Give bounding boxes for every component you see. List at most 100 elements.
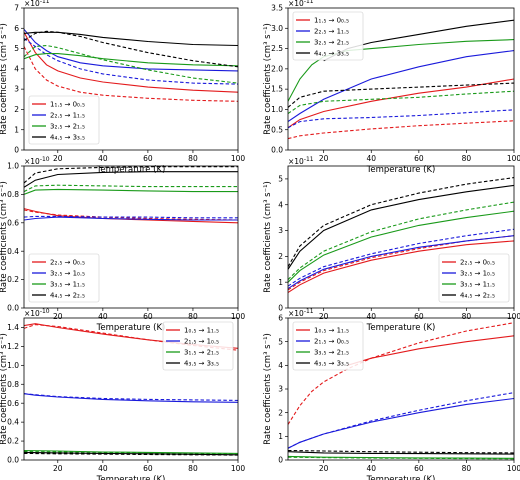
y-tick-label: 5 bbox=[278, 337, 283, 346]
x-tick-label: 40 bbox=[366, 154, 376, 163]
series-line-1-dashed bbox=[24, 324, 238, 351]
x-axis-label: Temperature (K) bbox=[366, 165, 436, 175]
legend-entry: 2₁.₅ → 0₀.₅ bbox=[314, 338, 349, 346]
axis-scale-label: ×10-11 bbox=[288, 0, 314, 8]
y-tick-label: 4 bbox=[14, 64, 19, 73]
legend-box bbox=[438, 253, 510, 303]
axis-scale-exponent: -11 bbox=[40, 0, 50, 5]
legend: 2₂.₅ → 0₀.₅ 3₂.₅ → 1₀.₅ 3₃.₅ → 1₁.₅ 4₄.₅ → … bbox=[28, 253, 100, 303]
y-tick-label: 0.4 bbox=[7, 247, 19, 256]
x-tick-label: 100 bbox=[231, 464, 246, 473]
series-line-2-dashed bbox=[24, 37, 238, 85]
series-line-4-dashed bbox=[288, 177, 514, 267]
legend-entry: 3₂.₅ → 1₀.₅ bbox=[460, 270, 495, 278]
x-tick-label: 60 bbox=[414, 464, 424, 473]
series-line-3-dashed bbox=[24, 184, 238, 193]
x-tick-label: 80 bbox=[462, 464, 472, 473]
y-tick-label: 6 bbox=[14, 24, 19, 33]
legend-entry: 4₄.₅ → 2₂.₅ bbox=[50, 292, 85, 300]
series-line-4-dashed bbox=[24, 166, 238, 184]
series-line-3-dashed bbox=[288, 201, 514, 280]
series-line-4-solid bbox=[24, 171, 238, 188]
axis-scale-label: ×10-10 bbox=[24, 308, 50, 318]
legend-box bbox=[162, 321, 234, 371]
chart-panel-6: 20 40 60 80 100 0 1 2 3 4 5 6 ×10-11 Temperature (K) R… bbox=[263, 308, 520, 480]
y-tick-label: 0.5 bbox=[271, 125, 283, 134]
y-tick-label: 2 bbox=[14, 105, 19, 114]
x-tick-label: 20 bbox=[53, 464, 63, 473]
legend-entry: 3₃.₅ → 2₁.₅ bbox=[314, 349, 349, 357]
legend-entry: 4₄.₅ → 3₃.₅ bbox=[50, 134, 85, 142]
series-line-4-dashed bbox=[288, 82, 514, 108]
plot-frame bbox=[287, 165, 515, 309]
series-line-1-solid bbox=[288, 240, 514, 293]
legend-entry: 2₂.₅ → 1₁.₅ bbox=[314, 28, 349, 36]
x-tick-label: 60 bbox=[143, 312, 153, 321]
legend: 1₁.₅ → 0₀.₅ 2₂.₅ → 1₁.₅ 3₂.₅ → 2₁.₅ 4₄.₅ → … bbox=[292, 11, 364, 61]
y-tick-label: 0.2 bbox=[7, 437, 19, 446]
y-tick-label: 1.0 bbox=[271, 105, 283, 114]
y-tick-label: 0.8 bbox=[7, 380, 19, 389]
y-tick-label: 3.5 bbox=[271, 4, 283, 13]
x-tick-label: 80 bbox=[188, 154, 198, 163]
legend-entry: 2₂.₅ → 1₁.₅ bbox=[50, 112, 85, 120]
y-tick-label: 5 bbox=[14, 44, 19, 53]
x-tick-label: 40 bbox=[98, 312, 108, 321]
y-tick-label: 3 bbox=[278, 385, 283, 394]
y-tick-label: 2.5 bbox=[271, 44, 283, 53]
y-tick-label: 0.2 bbox=[7, 275, 19, 284]
series-line-2-solid bbox=[288, 397, 514, 449]
series-line-2-solid bbox=[24, 216, 238, 221]
series-line-1-solid bbox=[24, 32, 238, 93]
chart-panel-2: 20 40 60 80 100 0.0 0.5 1.0 1.5 2.0 2.5 3.0 3.5 ×10-1… bbox=[263, 0, 520, 175]
legend-box bbox=[28, 95, 100, 145]
x-tick-label: 40 bbox=[98, 464, 108, 473]
legend-entry: 1₁.₅ → 0₀.₅ bbox=[50, 101, 85, 109]
axis-scale-label: ×10-11 bbox=[288, 308, 314, 318]
legend-entry: 2₂.₅ → 0₀.₅ bbox=[50, 259, 85, 267]
chart-panel-4: 20 40 60 80 100 0 1 2 3 4 5 ×10-11 Temperature (K) Ra… bbox=[263, 156, 520, 333]
series-line-2-solid bbox=[288, 50, 514, 123]
series-line-4-solid bbox=[24, 31, 238, 47]
x-tick-label: 100 bbox=[231, 312, 246, 321]
legend: 2₂.₅ → 0₀.₅ 3₂.₅ → 1₀.₅ 3₃.₅ → 1₁.₅ 4₄.₅ → … bbox=[438, 253, 510, 303]
y-tick-label: 1.0 bbox=[7, 361, 19, 370]
y-tick-label: 0.0 bbox=[271, 146, 283, 155]
x-tick-label: 20 bbox=[53, 154, 63, 163]
series-line-3-solid bbox=[24, 449, 238, 454]
y-tick-label: 3 bbox=[278, 226, 283, 235]
x-tick-label: 80 bbox=[462, 154, 472, 163]
x-tick-label: 80 bbox=[188, 464, 198, 473]
legend-entry: 4₄.₅ → 2₂.₅ bbox=[460, 292, 495, 300]
series-line-4-dashed bbox=[24, 30, 238, 68]
axis-scale-label: ×10-10 bbox=[24, 156, 50, 166]
legend: 1₁.₅ → 0₀.₅ 2₂.₅ → 1₁.₅ 3₂.₅ → 2₁.₅ 4₄.₅ → … bbox=[28, 95, 100, 145]
chart-panel-1: 20 40 60 80 100 0 1 2 3 4 5 6 7 ×10-11 Temperature (K)… bbox=[0, 0, 245, 175]
y-tick-label: 6 bbox=[278, 314, 283, 323]
series-line-1-solid bbox=[347, 335, 514, 366]
y-tick-label: 2 bbox=[278, 252, 283, 261]
series-line-2-solid bbox=[24, 28, 238, 72]
plot-frame bbox=[23, 317, 239, 461]
legend: 1₀.₅ → 1₁.₅ 2₁.₅ → 0₀.₅ 3₃.₅ → 2₁.₅ 4₃.₅ → … bbox=[292, 321, 364, 371]
x-axis-label: Temperature (K) bbox=[96, 165, 166, 175]
series-line-3-solid bbox=[288, 210, 514, 283]
y-tick-label: 0.6 bbox=[7, 218, 19, 227]
series-line-1-dashed bbox=[24, 209, 238, 221]
legend-entry: 4₃.₅ → 3₃.₅ bbox=[314, 360, 349, 368]
series-line-2-dashed bbox=[288, 109, 514, 129]
y-tick-label: 4 bbox=[278, 200, 283, 209]
y-tick-label: 5 bbox=[278, 175, 283, 184]
series-line-3-dashed bbox=[24, 44, 238, 84]
y-tick-label: 7 bbox=[14, 4, 19, 13]
y-tick-label: 0.0 bbox=[7, 456, 19, 465]
y-axis-label: Rate coefficients (cm³ s⁻¹) bbox=[0, 333, 9, 445]
x-axis-label: Temperature (K) bbox=[366, 475, 436, 480]
plot-frame bbox=[287, 7, 515, 151]
plot-frame bbox=[23, 165, 239, 309]
chart-panel-3: 20 40 60 80 100 0.0 0.2 0.4 0.6 0.8 1.0 ×10-10 Tempe… bbox=[0, 156, 245, 333]
x-tick-label: 100 bbox=[507, 464, 520, 473]
y-tick-label: 1.5 bbox=[271, 85, 283, 94]
y-tick-label: 0 bbox=[278, 304, 283, 313]
